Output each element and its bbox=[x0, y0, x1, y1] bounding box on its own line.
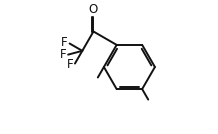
Text: F: F bbox=[60, 48, 66, 61]
Text: O: O bbox=[89, 3, 98, 16]
Text: F: F bbox=[67, 58, 74, 71]
Text: F: F bbox=[61, 36, 68, 49]
